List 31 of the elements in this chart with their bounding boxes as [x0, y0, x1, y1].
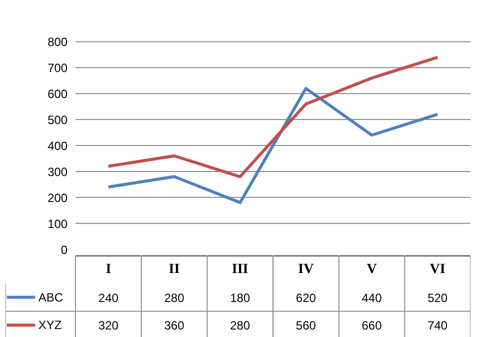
- line-series: [106, 56, 440, 178]
- data-label: 660: [362, 318, 382, 333]
- data-label: 360: [164, 318, 185, 333]
- y-tick-label: 100: [48, 216, 68, 231]
- data-label: 520: [428, 290, 448, 305]
- data-label: 280: [230, 318, 250, 333]
- x-tick-label: III: [232, 262, 248, 277]
- x-tick-label: V: [366, 262, 377, 277]
- line-series: [106, 86, 440, 204]
- y-tick-label: 400: [48, 139, 68, 153]
- data-label: 740: [428, 318, 448, 333]
- data-label: 180: [230, 290, 250, 305]
- y-tick-label: 300: [48, 164, 68, 179]
- data-label: 240: [98, 290, 119, 305]
- x-tick-label: II: [168, 262, 180, 277]
- y-tick-label: 200: [48, 190, 68, 205]
- data-label: 620: [296, 290, 316, 305]
- data-label: 280: [164, 290, 185, 305]
- x-tick-label: VI: [430, 262, 446, 277]
- y-tick-label: 700: [48, 61, 68, 76]
- y-tick-label: 600: [48, 87, 68, 102]
- y-tick-label: 0: [60, 242, 68, 257]
- data-label: 320: [98, 318, 119, 333]
- y-tick-label: 500: [48, 113, 68, 128]
- x-tick-label: IV: [298, 262, 314, 277]
- y-tick-label: 800: [48, 35, 68, 50]
- x-tick-label: I: [106, 262, 112, 277]
- data-label: 440: [362, 290, 382, 305]
- data-label: 560: [296, 318, 316, 333]
- legend-label: ABC: [38, 290, 64, 304]
- legend-label: XYZ: [38, 318, 62, 332]
